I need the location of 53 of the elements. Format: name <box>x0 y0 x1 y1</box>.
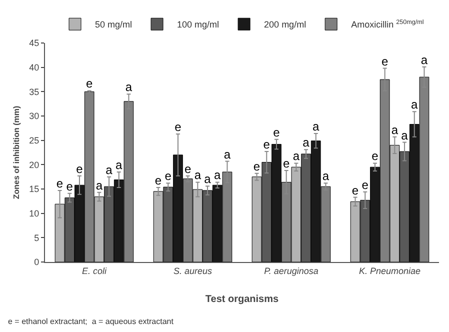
data-label: e <box>86 76 93 91</box>
legend-label: 100 mg/ml <box>177 20 220 30</box>
data-label: a <box>302 136 310 150</box>
data-label: a <box>292 149 300 164</box>
data-label: e <box>253 159 260 174</box>
data-label: e <box>352 183 359 198</box>
y-tick-label: 20 <box>29 160 40 170</box>
data-label: e <box>184 162 192 176</box>
data-label: e <box>381 54 388 68</box>
data-label: a <box>125 80 132 94</box>
data-label: e <box>76 162 84 176</box>
text: e = ethanol extractant; a = aqueous extractant <box>8 317 174 326</box>
data-label: a <box>420 52 428 67</box>
x-tick-label: S. aureus <box>173 266 213 276</box>
y-tick-label: 15 <box>29 184 40 194</box>
data-label: a <box>106 162 113 177</box>
data-label: a <box>204 172 212 186</box>
data-label: a <box>411 98 418 112</box>
legend-label: 200 mg/ml <box>264 20 306 30</box>
data-label: e <box>66 179 74 194</box>
y-tick-label: 0 <box>34 257 40 268</box>
data-label: a <box>224 147 231 162</box>
x-tick-label: E. coli <box>82 266 108 276</box>
y-tick-label: 25 <box>29 135 40 146</box>
x-axis-title: Test organisms <box>205 294 280 305</box>
data-label: e <box>372 149 379 164</box>
data-label: a <box>312 120 320 134</box>
x-tick-label: K. Pneumoniae <box>358 266 421 276</box>
y-tick-label: 5 <box>34 232 40 243</box>
y-tick-label: 35 <box>29 86 40 97</box>
y-tick-label: 30 <box>29 111 40 122</box>
data-label: e <box>362 178 369 192</box>
data-label: e <box>56 176 64 190</box>
legend-label: 50 mg/ml <box>95 20 132 30</box>
y-axis-title: Zones of inhibition (mm) <box>12 106 21 200</box>
x-tick-label: P. aeruginosa <box>264 266 318 276</box>
data-label: a <box>194 168 202 182</box>
data-label: e <box>174 120 182 134</box>
data-label: a <box>116 158 123 172</box>
data-label: a <box>401 128 408 142</box>
y-tick-label: 45 <box>29 38 40 48</box>
y-tick-label: 10 <box>29 208 40 218</box>
data-label: e <box>273 125 280 140</box>
y-tick-label: 40 <box>29 62 40 72</box>
data-label: e <box>263 138 270 152</box>
data-label: a <box>322 169 330 184</box>
legend-label: Amoxicillin $^{250mg/ml}$ <box>351 18 424 30</box>
data-label: e <box>282 156 290 171</box>
data-label: a <box>96 178 103 192</box>
data-label: a <box>391 122 398 137</box>
data-label: e <box>154 174 162 188</box>
data-label: a <box>214 168 222 182</box>
data-label: e <box>164 169 172 184</box>
